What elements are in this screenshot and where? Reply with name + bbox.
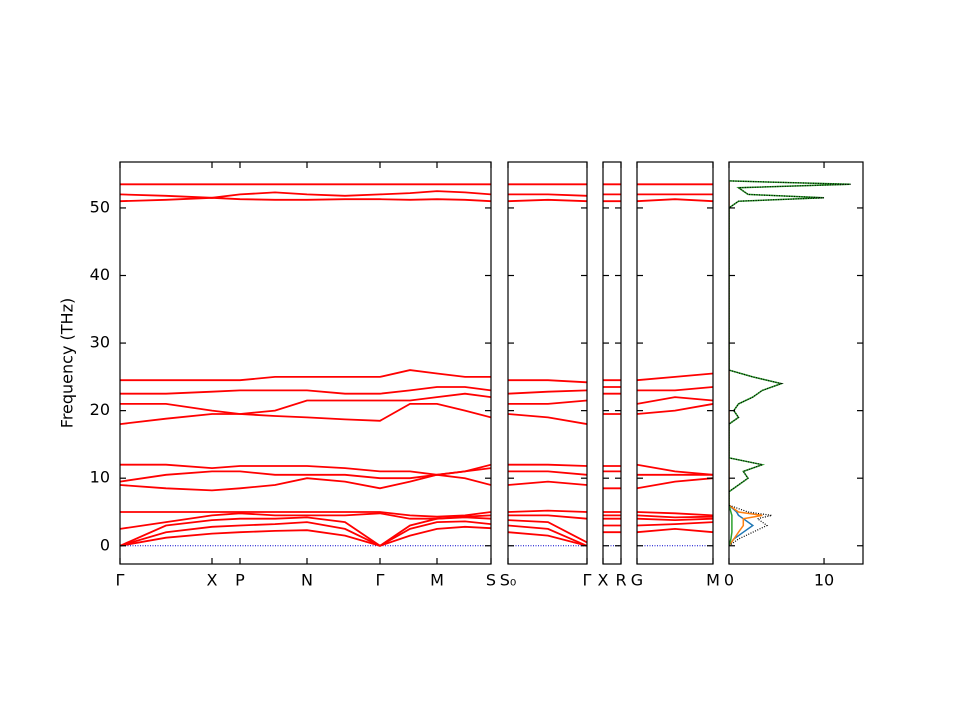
- band-line: [637, 198, 713, 203]
- x-tick-label: P: [235, 571, 245, 590]
- y-axis-label: Frequency (THz): [58, 298, 77, 428]
- band-line: [120, 520, 491, 547]
- y-tick-label: 10: [90, 468, 110, 487]
- dos-line: [729, 180, 763, 547]
- panel-frame: [507, 161, 588, 565]
- band-line: [508, 399, 587, 405]
- band-line: [508, 413, 587, 425]
- y-tick-label: 20: [90, 400, 110, 419]
- x-tick-label: M: [706, 571, 720, 590]
- panel-frame: [602, 161, 622, 565]
- x-tick-label: 10: [814, 571, 834, 590]
- x-tick-label: M: [430, 571, 444, 590]
- x-tick-label: 0: [724, 571, 734, 590]
- x-tick-label: Γ: [376, 571, 385, 590]
- band-line: [508, 389, 587, 395]
- band-line: [508, 379, 587, 384]
- band-line: [120, 392, 491, 415]
- band-line: [637, 372, 713, 382]
- band-line: [120, 473, 491, 492]
- x-tick-label: Γ: [583, 571, 592, 590]
- y-tick-label: 40: [90, 265, 110, 284]
- band-line: [508, 193, 587, 197]
- band-line: [508, 531, 587, 547]
- band-line: [637, 386, 713, 392]
- band-line: [120, 403, 491, 425]
- band-line: [637, 521, 713, 527]
- x-tick-label: G: [631, 571, 643, 590]
- band-line: [120, 386, 491, 395]
- band-line: [637, 477, 713, 490]
- x-tick-label: S₀: [500, 571, 517, 590]
- band-line: [637, 527, 713, 534]
- band-line: [637, 511, 713, 517]
- band-line: [637, 517, 713, 522]
- dos-line: [729, 180, 851, 547]
- y-tick-label: 30: [90, 333, 110, 352]
- panel-frame: [728, 161, 864, 565]
- y-tick-label: 50: [90, 197, 110, 216]
- band-line: [508, 198, 587, 203]
- x-tick-label: R: [615, 571, 626, 590]
- x-tick-label: Γ: [116, 571, 125, 590]
- band-line: [508, 509, 587, 513]
- x-tick-label: X: [598, 571, 609, 590]
- band-line: [508, 480, 587, 486]
- band-line: [120, 512, 491, 530]
- y-tick-label: 0: [100, 535, 110, 554]
- band-line: [508, 463, 587, 467]
- band-line: [508, 519, 587, 544]
- panel-frame: [119, 161, 492, 565]
- band-line: [508, 470, 587, 476]
- dos-line: [729, 180, 755, 547]
- band-line: [637, 396, 713, 405]
- band-line: [637, 463, 713, 476]
- band-line: [637, 514, 713, 519]
- band-line: [637, 403, 713, 415]
- panel-frame: [636, 161, 714, 565]
- band-line: [508, 514, 587, 520]
- x-tick-label: S: [486, 571, 496, 590]
- band-line: [120, 369, 491, 382]
- band-line: [120, 463, 491, 476]
- band-line: [120, 190, 491, 199]
- band-line: [120, 525, 491, 547]
- band-line: [508, 524, 587, 547]
- band-line: [120, 196, 491, 203]
- x-tick-label: X: [207, 571, 218, 590]
- dos-line: [729, 180, 851, 547]
- x-tick-label: N: [301, 571, 313, 590]
- band-line: [120, 511, 491, 518]
